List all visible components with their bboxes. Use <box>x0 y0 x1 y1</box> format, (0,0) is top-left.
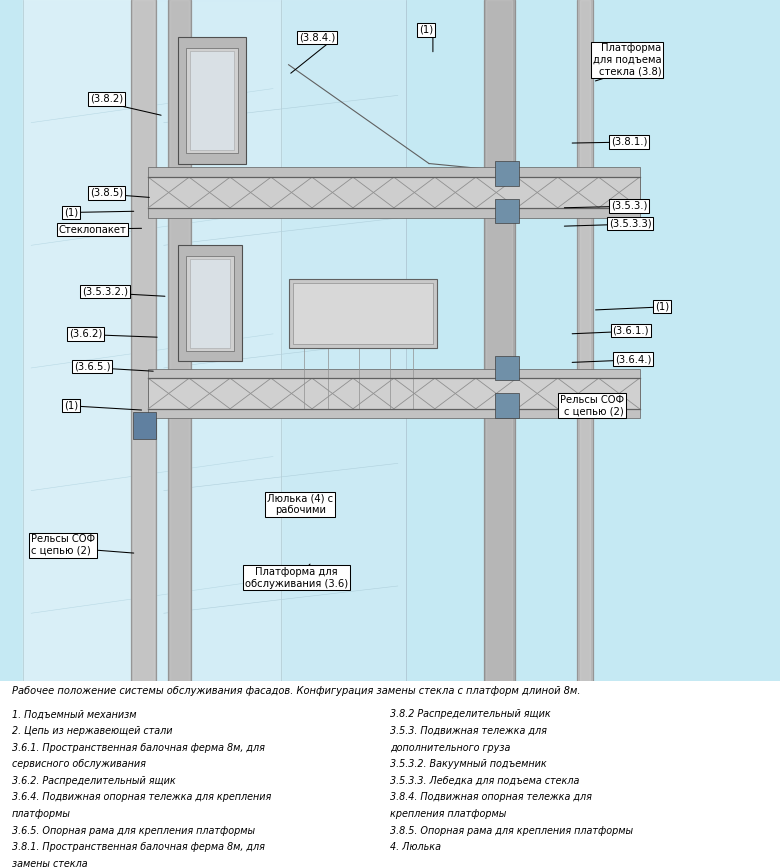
Text: платформы: платформы <box>12 809 71 819</box>
Text: крепления платформы: крепления платформы <box>390 809 506 819</box>
Text: (1): (1) <box>419 25 433 35</box>
Text: Стеклопакет: Стеклопакет <box>58 225 126 234</box>
Text: (3.8.4.): (3.8.4.) <box>300 32 335 43</box>
Text: (3.6.5.): (3.6.5.) <box>74 362 111 372</box>
Polygon shape <box>186 255 234 351</box>
Text: дополнительного груза: дополнительного груза <box>390 743 510 753</box>
Polygon shape <box>156 0 406 681</box>
Text: Платформа
для подъема
стекла (3.8): Платформа для подъема стекла (3.8) <box>593 43 661 76</box>
Text: 3.5.3.3. Лебедка для подъема стекла: 3.5.3.3. Лебедка для подъема стекла <box>390 776 580 786</box>
Text: (3.6.4.): (3.6.4.) <box>615 354 651 364</box>
Text: 3.5.3. Подвижная тележка для: 3.5.3. Подвижная тележка для <box>390 726 547 736</box>
Text: 3.6.1. Пространственная балочная ферма 8м, для: 3.6.1. Пространственная балочная ферма 8… <box>12 743 264 753</box>
Text: (1): (1) <box>64 207 78 218</box>
Text: (3.6.2): (3.6.2) <box>69 329 102 339</box>
FancyBboxPatch shape <box>0 0 780 681</box>
Text: 3.6.2. Распределительный ящик: 3.6.2. Распределительный ящик <box>12 776 176 786</box>
Polygon shape <box>178 246 242 361</box>
Text: 3.8.4. Подвижная опорная тележка для: 3.8.4. Подвижная опорная тележка для <box>390 792 592 802</box>
Polygon shape <box>495 199 519 223</box>
Polygon shape <box>577 0 593 681</box>
Polygon shape <box>148 378 640 409</box>
Polygon shape <box>190 51 234 150</box>
Polygon shape <box>148 167 640 177</box>
Polygon shape <box>186 48 238 154</box>
Text: (3.5.3.2.): (3.5.3.2.) <box>82 286 128 297</box>
Text: (3.5.3.3): (3.5.3.3) <box>608 219 651 228</box>
Polygon shape <box>148 177 640 207</box>
Text: сервисного обслуживания: сервисного обслуживания <box>12 760 146 769</box>
Text: 3.6.4. Подвижная опорная тележка для крепления: 3.6.4. Подвижная опорная тележка для кре… <box>12 792 271 802</box>
Text: (3.8.1.): (3.8.1.) <box>611 137 647 147</box>
Text: замены стекла: замены стекла <box>12 858 87 868</box>
Polygon shape <box>148 369 640 378</box>
Polygon shape <box>168 0 191 681</box>
Text: (3.5.3.): (3.5.3.) <box>611 201 647 211</box>
Polygon shape <box>178 37 246 163</box>
Polygon shape <box>495 356 519 380</box>
Text: Платформа для
обслуживания (3.6): Платформа для обслуживания (3.6) <box>245 567 348 589</box>
Text: 3.5.3.2. Вакуумный подъемник: 3.5.3.2. Вакуумный подъемник <box>390 760 547 769</box>
Text: 3.8.5. Опорная рама для крепления платформы: 3.8.5. Опорная рама для крепления платфо… <box>390 825 633 836</box>
Text: 3.8.2 Распределительный ящик: 3.8.2 Распределительный ящик <box>390 709 551 720</box>
Text: (1): (1) <box>655 301 669 312</box>
Text: (3.6.1.): (3.6.1.) <box>612 326 649 335</box>
Polygon shape <box>170 0 189 681</box>
Polygon shape <box>292 283 433 344</box>
Polygon shape <box>486 0 512 681</box>
Text: 3.6.5. Опорная рама для крепления платформы: 3.6.5. Опорная рама для крепления платфо… <box>12 825 255 836</box>
Polygon shape <box>289 279 437 347</box>
Polygon shape <box>495 393 519 418</box>
Polygon shape <box>131 0 156 681</box>
Polygon shape <box>23 0 281 681</box>
Text: 3.8.1. Пространственная балочная ферма 8м, для: 3.8.1. Пространственная балочная ферма 8… <box>12 842 264 852</box>
Text: 2. Цепь из нержавеющей стали: 2. Цепь из нержавеющей стали <box>12 726 172 736</box>
Polygon shape <box>133 0 154 681</box>
Polygon shape <box>484 0 515 681</box>
Text: Рельсы СОФ
с цепью (2): Рельсы СОФ с цепью (2) <box>31 535 95 556</box>
Text: (3.8.2): (3.8.2) <box>90 94 122 104</box>
Text: Люлька (4) с
рабочими: Люлька (4) с рабочими <box>268 493 333 515</box>
Text: 4. Люлька: 4. Люлька <box>390 842 441 852</box>
Polygon shape <box>148 409 640 418</box>
Text: 1. Подъемный механизм: 1. Подъемный механизм <box>12 709 136 720</box>
Text: Рельсы СОФ
с цепью (2): Рельсы СОФ с цепью (2) <box>560 395 624 417</box>
Text: (3.8.5): (3.8.5) <box>90 187 122 198</box>
Text: Рабочее положение системы обслуживания фасадов. Конфигурация замены стекла с пла: Рабочее положение системы обслуживания ф… <box>12 686 580 696</box>
Text: (1): (1) <box>64 400 78 411</box>
Polygon shape <box>133 412 156 439</box>
Polygon shape <box>148 207 640 218</box>
Polygon shape <box>190 259 230 347</box>
Polygon shape <box>580 0 590 681</box>
Polygon shape <box>495 161 519 186</box>
